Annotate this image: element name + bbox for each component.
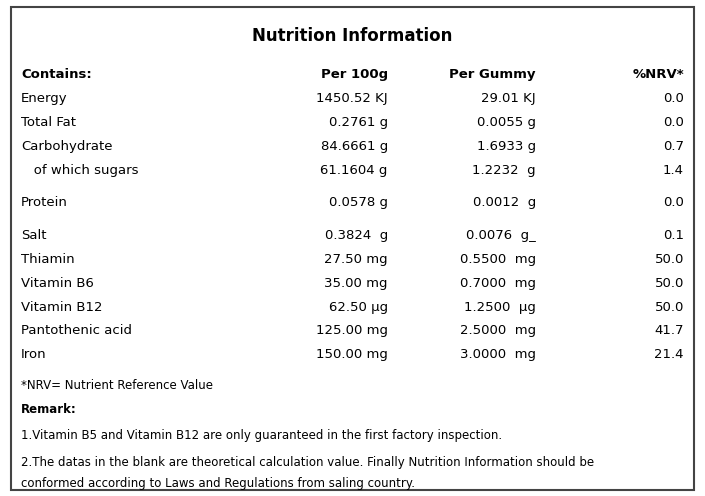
Text: 1.4: 1.4 xyxy=(663,164,684,177)
Text: 0.0: 0.0 xyxy=(663,116,684,129)
Text: Nutrition Information: Nutrition Information xyxy=(252,27,453,45)
Text: 50.0: 50.0 xyxy=(654,277,684,290)
Text: Remark:: Remark: xyxy=(21,403,77,416)
Text: 0.0012  g: 0.0012 g xyxy=(472,196,536,209)
Text: 0.3824  g: 0.3824 g xyxy=(324,229,388,242)
Text: Vitamin B12: Vitamin B12 xyxy=(21,301,103,313)
Text: 27.50 mg: 27.50 mg xyxy=(324,253,388,266)
Text: 0.0: 0.0 xyxy=(663,92,684,105)
Text: 1450.52 KJ: 1450.52 KJ xyxy=(316,92,388,105)
Text: 0.7000  mg: 0.7000 mg xyxy=(460,277,536,290)
FancyBboxPatch shape xyxy=(11,7,694,490)
Text: 84.6661 g: 84.6661 g xyxy=(321,140,388,153)
Text: Iron: Iron xyxy=(21,348,47,361)
Text: Thiamin: Thiamin xyxy=(21,253,75,266)
Text: 0.0076  g_: 0.0076 g_ xyxy=(466,229,536,242)
Text: Total Fat: Total Fat xyxy=(21,116,76,129)
Text: 2.The datas in the blank are theoretical calculation value. Finally Nutrition In: 2.The datas in the blank are theoretical… xyxy=(21,456,594,469)
Text: 0.1: 0.1 xyxy=(663,229,684,242)
Text: %NRV*: %NRV* xyxy=(632,68,684,81)
Text: 35.00 mg: 35.00 mg xyxy=(324,277,388,290)
Text: Salt: Salt xyxy=(21,229,47,242)
Text: Protein: Protein xyxy=(21,196,68,209)
Text: *NRV= Nutrient Reference Value: *NRV= Nutrient Reference Value xyxy=(21,379,213,392)
Text: 1.2500  μg: 1.2500 μg xyxy=(464,301,536,313)
Text: 21.4: 21.4 xyxy=(654,348,684,361)
Text: 29.01 KJ: 29.01 KJ xyxy=(482,92,536,105)
Text: 0.0: 0.0 xyxy=(663,196,684,209)
Text: 0.7: 0.7 xyxy=(663,140,684,153)
Text: 0.0578 g: 0.0578 g xyxy=(329,196,388,209)
Text: Contains:: Contains: xyxy=(21,68,92,81)
Text: 125.00 mg: 125.00 mg xyxy=(316,324,388,337)
Text: 62.50 μg: 62.50 μg xyxy=(329,301,388,313)
Text: Pantothenic acid: Pantothenic acid xyxy=(21,324,132,337)
Text: 0.2761 g: 0.2761 g xyxy=(329,116,388,129)
Text: of which sugars: of which sugars xyxy=(21,164,139,177)
Text: 1.Vitamin B5 and Vitamin B12 are only guaranteed in the first factory inspection: 1.Vitamin B5 and Vitamin B12 are only gu… xyxy=(21,430,502,442)
Text: 50.0: 50.0 xyxy=(654,301,684,313)
Text: Per Gummy: Per Gummy xyxy=(449,68,536,81)
Text: 3.0000  mg: 3.0000 mg xyxy=(460,348,536,361)
Text: 1.6933 g: 1.6933 g xyxy=(477,140,536,153)
Text: Per 100g: Per 100g xyxy=(321,68,388,81)
Text: 1.2232  g: 1.2232 g xyxy=(472,164,536,177)
Text: 2.5000  mg: 2.5000 mg xyxy=(460,324,536,337)
Text: Energy: Energy xyxy=(21,92,68,105)
Text: 61.1604 g: 61.1604 g xyxy=(320,164,388,177)
Text: 41.7: 41.7 xyxy=(654,324,684,337)
Text: 0.0055 g: 0.0055 g xyxy=(477,116,536,129)
Text: Vitamin B6: Vitamin B6 xyxy=(21,277,94,290)
Text: Carbohydrate: Carbohydrate xyxy=(21,140,113,153)
Text: conformed according to Laws and Regulations from saling country.: conformed according to Laws and Regulati… xyxy=(21,477,415,490)
Text: 50.0: 50.0 xyxy=(654,253,684,266)
Text: 0.5500  mg: 0.5500 mg xyxy=(460,253,536,266)
Text: 150.00 mg: 150.00 mg xyxy=(316,348,388,361)
